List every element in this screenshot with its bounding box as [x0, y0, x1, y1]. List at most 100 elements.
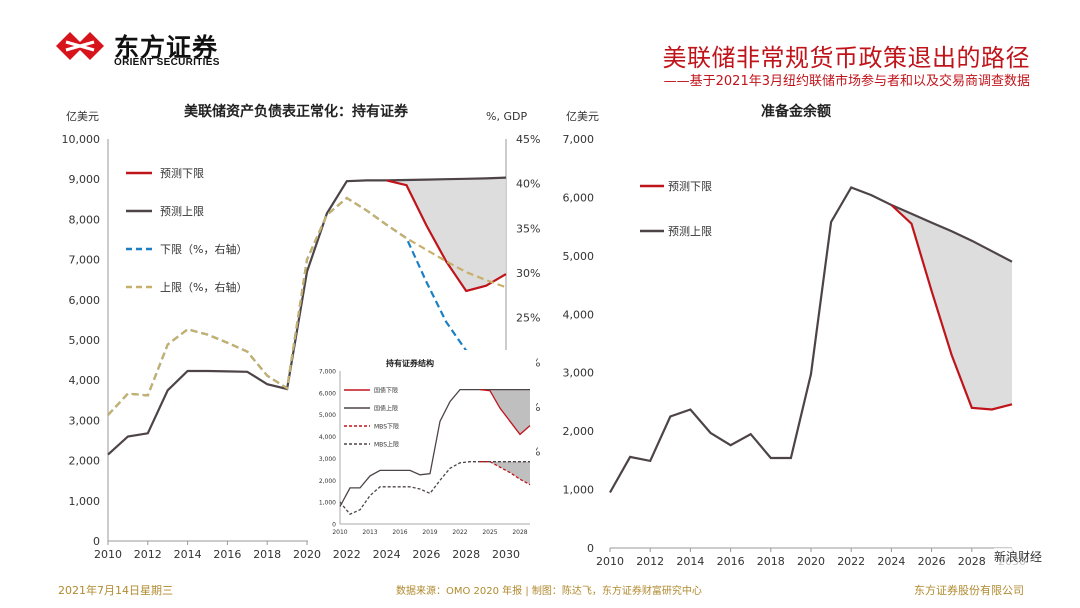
chart2-series-line	[609, 186, 1013, 494]
chart1-legend-label: 预测下限	[160, 167, 204, 180]
chart1-x-tick-label: 2012	[134, 548, 162, 561]
chart2-forecast-band	[891, 205, 1012, 410]
inset-x-tick-label: 2025	[482, 529, 497, 536]
inset-x-tick-label: 2019	[422, 529, 437, 536]
chart1-x-tick-label: 2022	[333, 548, 361, 561]
chart1-x-tick-label: 2024	[373, 548, 401, 561]
chart1-legend-label: 上限（%，右轴）	[160, 280, 247, 294]
inset-x-tick-label: 2022	[452, 529, 467, 536]
chart1-y2-tick-label: 45%	[516, 133, 540, 146]
inset-legend-label: 国债下限	[374, 387, 398, 395]
chart2-ylabel: 亿美元	[566, 110, 599, 123]
inset-y-tick-label: 2,000	[319, 478, 336, 485]
chart1-series-line	[386, 179, 507, 293]
chart2-x-tick-label: 2016	[717, 555, 745, 568]
chart1-y-tick-label: 3,000	[69, 414, 101, 427]
chart1-title: 美联储资产负债表正常化：持有证券	[184, 103, 409, 120]
chart1-y-tick-label: 9,000	[69, 173, 101, 186]
chart2-y-tick-label: 5,000	[563, 250, 595, 263]
page-subtitle: ——基于2021年3月纽约联储市场参与者和以及交易商调查数据	[663, 74, 1030, 89]
page-title: 美联储非常规货币政策退出的路径	[662, 44, 1030, 72]
chart1-y-tick-label: 0	[93, 535, 100, 548]
chart1-y-tick-label: 5,000	[69, 334, 101, 347]
inset-legend-label: MBS下限	[374, 423, 399, 431]
chart2-y-tick-label: 4,000	[563, 308, 595, 321]
inset-series-line	[339, 388, 530, 507]
chart1-y2-tick-label: 30%	[516, 267, 540, 280]
chart1-x-tick-label: 2010	[94, 548, 122, 561]
chart1-y2label: %, GDP	[486, 110, 527, 123]
inset-y-tick-label: 1,000	[319, 500, 336, 507]
chart1-x-tick-label: 2018	[253, 548, 281, 561]
chart1-series-line	[107, 196, 507, 416]
footer-company: 东方证券股份有限公司	[914, 584, 1024, 597]
chart1-ylabel: 亿美元	[66, 110, 99, 123]
chart2-y-tick-label: 1,000	[563, 484, 595, 497]
inset-y-tick-label: 5,000	[319, 412, 336, 419]
chart2-series-line	[890, 204, 1013, 411]
inset-y-tick-label: 6,000	[319, 390, 336, 397]
chart2-x-tick-label: 2012	[636, 555, 664, 568]
chart2-title: 准备金余额	[761, 103, 831, 120]
footer-source: 数据来源：OMO 2020 年报 | 制图：陈达飞，东方证券财富研究中心	[396, 586, 702, 597]
chart2-x-tick-label: 2018	[757, 555, 785, 568]
chart1-x-tick-label: 2014	[174, 548, 202, 561]
inset-y-tick-label: 7,000	[319, 369, 336, 376]
chart1-series-line	[107, 176, 507, 456]
chart2-x-tick-label: 2020	[797, 555, 825, 568]
inset-series-line	[479, 388, 531, 436]
chart2-x-tick-label: 2026	[918, 555, 946, 568]
chart2-x-tick-label: 2028	[958, 555, 986, 568]
chart1-y-tick-label: 10,000	[62, 133, 101, 146]
chart2-y-tick-label: 3,000	[563, 367, 595, 380]
chart2-y-tick-label: 0	[587, 542, 594, 555]
inset-y-tick-label: 4,000	[319, 434, 336, 441]
inset-x-tick-label: 2010	[332, 529, 347, 536]
chart1-y2-tick-label: 35%	[516, 222, 540, 235]
inset-x-tick-label: 2028	[512, 529, 527, 536]
chart1-y-tick-label: 4,000	[69, 374, 101, 387]
inset-series-line	[480, 461, 531, 486]
chart1-y2-tick-label: 25%	[516, 312, 540, 325]
chart2-y-tick-label: 6,000	[563, 191, 595, 204]
chart1-forecast-band	[386, 177, 506, 291]
chart1-y-tick-label: 2,000	[69, 455, 101, 468]
chart1-y-tick-label: 1,000	[69, 495, 101, 508]
chart2-y-tick-label: 7,000	[563, 133, 595, 146]
chart1-x-tick-label: 2030	[492, 548, 520, 561]
watermark: 新浪财经	[994, 548, 1043, 565]
logo-text-en: ORIENT SECURITIES	[114, 57, 220, 68]
chart1-x-tick-label: 2026	[412, 548, 440, 561]
chart1-legend-label: 预测上限	[160, 205, 204, 218]
inset-x-tick-label: 2016	[392, 529, 407, 536]
chart2-x-tick-label: 2014	[676, 555, 704, 568]
inset-y-tick-label: 3,000	[319, 456, 336, 463]
chart1-x-tick-label: 2028	[452, 548, 480, 561]
logo-text-cn: 东方证券	[114, 33, 219, 62]
chart1-legend-label: 下限（%，右轴）	[160, 242, 247, 256]
inset-x-tick-label: 2013	[362, 529, 377, 536]
chart2-legend-label: 预测下限	[668, 180, 712, 193]
chart2-x-tick-label: 2010	[596, 555, 624, 568]
chart1-x-tick-label: 2016	[213, 548, 241, 561]
inset-legend-label: MBS上限	[374, 441, 399, 449]
footer-date: 2021年7月14日星期三	[58, 584, 173, 597]
inset-y-tick-label: 0	[332, 522, 336, 529]
chart2-x-tick-label: 2022	[837, 555, 865, 568]
chart1-y2-tick-label: 40%	[516, 178, 540, 191]
inset-treasury-band	[480, 389, 530, 435]
chart2-legend-label: 预测上限	[668, 225, 712, 238]
chart1-y-tick-label: 6,000	[69, 294, 101, 307]
inset-background	[308, 350, 536, 546]
logo: 东方证券 ORIENT SECURITIES	[52, 26, 252, 72]
inset-legend-label: 国债上限	[374, 405, 398, 413]
chart1-y-tick-label: 7,000	[69, 254, 101, 267]
chart2-y-tick-label: 2,000	[563, 425, 595, 438]
orient-logo-icon	[56, 32, 104, 60]
inset-title: 持有证券结构	[386, 358, 434, 368]
chart1-x-tick-label: 2020	[293, 548, 321, 561]
inset-series-line	[339, 461, 530, 515]
inset-mbs-band	[480, 461, 530, 485]
chart2-x-tick-label: 2024	[877, 555, 905, 568]
